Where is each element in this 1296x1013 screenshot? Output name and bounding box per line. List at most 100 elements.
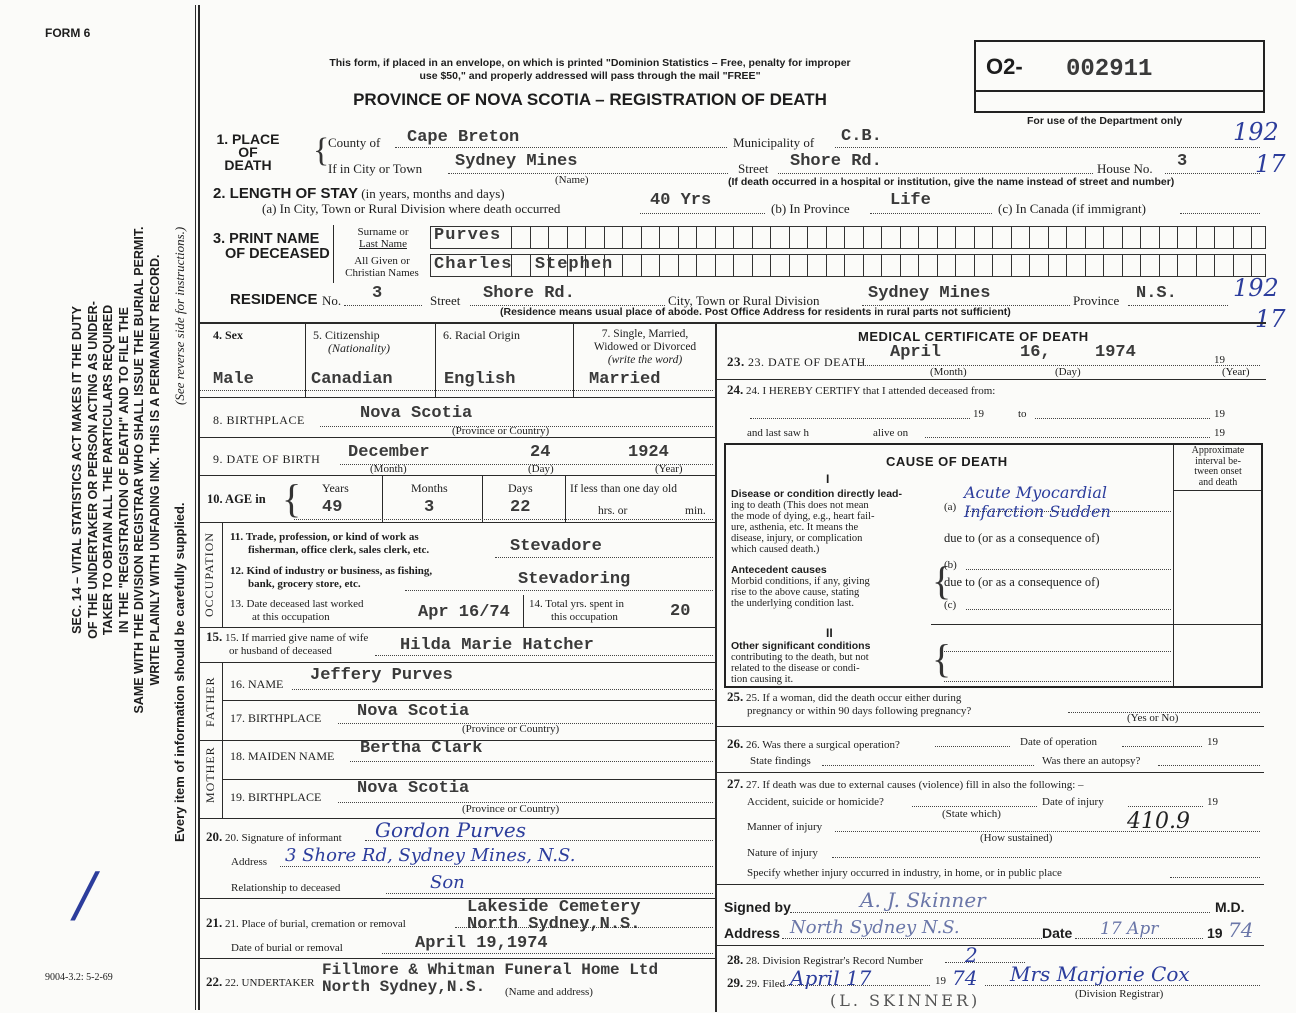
alive-on-label: alive on xyxy=(873,427,909,439)
surname-label: Surname or Last Name xyxy=(357,226,409,250)
hospital-note: (If death occurred in a hospital or inst… xyxy=(728,176,1175,188)
industry-value: Stevadoring xyxy=(518,570,631,589)
letter-box xyxy=(733,227,734,248)
findings-label: State findings xyxy=(750,755,811,767)
form-number: FORM 6 xyxy=(45,26,91,40)
letter-box xyxy=(1140,227,1141,248)
letter-box xyxy=(677,255,679,276)
external-causes-label: 27. 27. If death was due to external cau… xyxy=(727,776,1084,791)
letter-box xyxy=(603,227,605,248)
dob-day: 24 xyxy=(530,443,551,462)
letter-box xyxy=(529,227,531,248)
how-sustained-note: (How sustained) xyxy=(980,832,1053,844)
letter-box xyxy=(936,255,938,276)
street-value: Shore Rd. xyxy=(790,152,882,171)
sex-value: Male xyxy=(213,370,254,389)
stay-canada-label: (c) In Canada (if immigrant) xyxy=(998,201,1146,216)
month-note: (Month) xyxy=(930,366,967,378)
birthplace-label: 8. BIRTHPLACE xyxy=(213,413,305,427)
letter-box xyxy=(973,227,975,248)
racial-origin-label: 6. Racial Origin xyxy=(443,328,520,342)
length-of-stay-label: 2. LENGTH OF STAY (in years, months and … xyxy=(213,185,505,202)
letter-box xyxy=(659,227,660,248)
registrar-note: (Division Registrar) xyxy=(1075,988,1164,1000)
res-street-value: Shore Rd. xyxy=(483,284,575,303)
registrar-name-note: (L. SKINNER) xyxy=(830,991,981,1010)
dob-month: December xyxy=(348,443,430,462)
letter-box xyxy=(1177,255,1178,276)
mother-birthplace-label: 19. BIRTHPLACE xyxy=(230,790,322,804)
informant-address: 3 Shore Rd, Sydney Mines, N.S. xyxy=(285,845,576,866)
res-province-label: Province xyxy=(1073,293,1120,308)
marital-label: 7. Single, Married, Widowed or Divorced (w… xyxy=(593,328,697,366)
dept-code: 192 xyxy=(1233,274,1279,302)
antecedent-label: Antecedent causes Morbid conditions, if a… xyxy=(731,564,870,610)
mail-notice-2: use $50," and properly addressed will pa… xyxy=(419,70,761,82)
label: 2. LENGTH OF STAY xyxy=(213,185,359,202)
age-label: 10. AGE in xyxy=(207,492,266,506)
hrs-label: hrs. or xyxy=(598,505,628,517)
last-saw-label: and last saw h xyxy=(747,427,810,439)
part-ii: II xyxy=(826,626,833,640)
cause-title: CAUSE OF DEATH xyxy=(886,454,1008,469)
statute-line: TAKER TO OBTAIN ALL THE PARTICULARS REQU… xyxy=(101,304,115,636)
sign-date: 17 Apr xyxy=(1100,919,1159,939)
letter-box xyxy=(992,227,993,248)
letter-box xyxy=(1084,227,1086,248)
undertaker-label: 22. 22. UNDERTAKER xyxy=(206,974,315,989)
municipality-label: Municipality of xyxy=(733,135,815,150)
letter-box xyxy=(640,255,642,276)
letter-box xyxy=(1047,255,1049,276)
death-day: 16, xyxy=(1020,343,1051,362)
page-title: PROVINCE OF NOVA SCOTIA – REGISTRATION O… xyxy=(353,90,827,109)
nineteen: 19 xyxy=(1207,736,1218,748)
letter-box xyxy=(511,227,512,248)
letter-box xyxy=(862,255,864,276)
letter-box xyxy=(548,227,549,248)
letter-box xyxy=(1158,255,1160,276)
years-occupation-value: 20 xyxy=(670,602,691,621)
letter-box xyxy=(881,227,882,248)
letter-box xyxy=(807,227,808,248)
father-birthplace-value: Nova Scotia xyxy=(357,702,470,721)
spouse-label: 15. 15. If married give name of wife or h… xyxy=(206,629,369,657)
surname-boxes[interactable] xyxy=(430,226,1266,249)
statute-line: IN THE "REGISTRATION OF DEATH" AND TO FI… xyxy=(116,307,131,633)
statute-line: OF THE UNDERTAKER OR PERSON ACTING AS UN… xyxy=(85,301,100,639)
last-worked-label: 13. Date deceased last worked at this occ… xyxy=(230,598,364,623)
age-days: 22 xyxy=(510,498,531,517)
nineteen: 19 xyxy=(935,975,946,987)
letter-box xyxy=(622,255,623,276)
letter-box xyxy=(1251,227,1252,248)
month-note: (Month) xyxy=(370,463,407,475)
letter-box xyxy=(677,227,679,248)
yes-no-note: (Yes or No) xyxy=(1127,712,1179,724)
cause-b-label: (b) xyxy=(944,559,957,571)
letter-box xyxy=(1010,255,1012,276)
place-of-death-label: 1. PLACE OF DEATH xyxy=(213,132,283,172)
letter-box xyxy=(1029,227,1030,248)
check-mark: / xyxy=(75,860,96,930)
operation-date-label: Date of operation xyxy=(1020,736,1097,748)
letter-box xyxy=(529,255,531,276)
surgery-label: 26. 26. Was there a surgical operation? xyxy=(727,736,900,751)
res-city-label: City, Town or Rural Division xyxy=(668,293,820,308)
last-worked-value: Apr 16/74 xyxy=(418,603,510,622)
residence-label: RESIDENCE xyxy=(230,291,318,308)
trade-value: Stevadore xyxy=(510,537,602,556)
letter-box xyxy=(862,227,864,248)
given-name-boxes[interactable] xyxy=(430,254,1266,277)
direct-cause-label: Disease or condition directly lead-ing t… xyxy=(731,488,902,556)
letter-box xyxy=(751,227,753,248)
letter-box xyxy=(1158,227,1160,248)
filed-date: April 17 xyxy=(790,966,872,990)
res-city-value: Sydney Mines xyxy=(868,284,991,303)
letter-box xyxy=(1066,227,1067,248)
year-note: (Year) xyxy=(655,463,683,475)
name-note: (Name) xyxy=(555,174,589,186)
racial-origin-value: English xyxy=(444,370,516,389)
dept-code: 192 xyxy=(1233,118,1279,146)
city-label: If in City or Town xyxy=(328,161,423,176)
nineteen: 19 xyxy=(1214,427,1225,439)
label: OF xyxy=(238,144,258,160)
